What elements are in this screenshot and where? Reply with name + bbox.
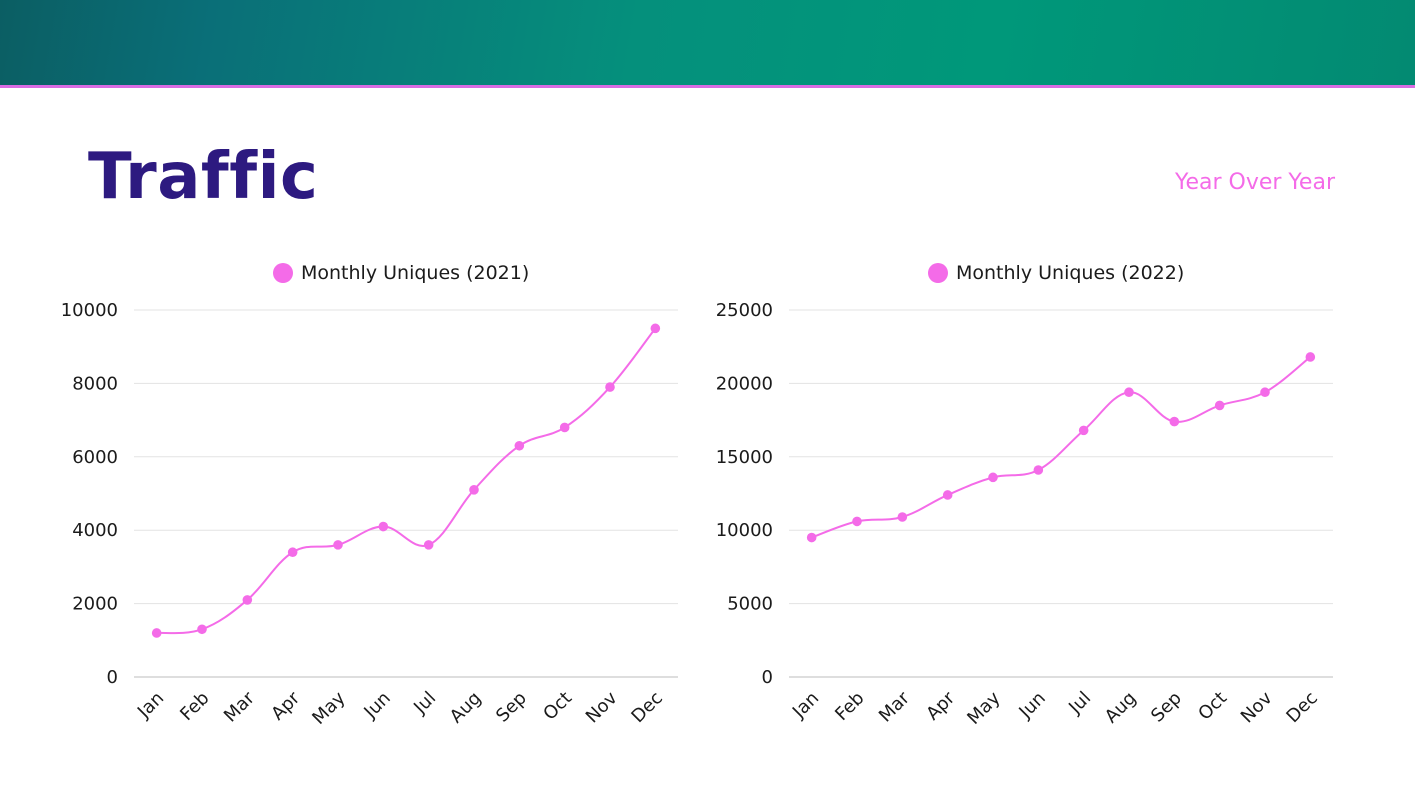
data-point: [1124, 387, 1134, 398]
y-tick-label: 10000: [61, 300, 118, 321]
x-tick-label: Sep: [1147, 688, 1186, 727]
data-point: [1169, 416, 1180, 427]
x-tick-label: Sep: [492, 688, 531, 727]
data-point: [378, 521, 389, 532]
header-divider: [0, 85, 1415, 88]
y-tick-label: 2000: [72, 594, 118, 615]
x-tick-label: May: [308, 687, 349, 728]
legend-label: Monthly Uniques (2022): [956, 262, 1184, 284]
data-point: [942, 490, 953, 500]
page-title: Traffic: [88, 140, 319, 214]
chart-2022: Monthly Uniques (2022) 0 5000 10000 15000 200…: [716, 262, 1333, 729]
y-tick-label: 6000: [72, 447, 118, 468]
x-tick-label: Aug: [446, 688, 486, 728]
data-point: [1078, 425, 1089, 436]
data-point: [852, 516, 862, 527]
data-point: [559, 422, 570, 433]
x-tick-label: Nov: [582, 687, 622, 727]
chart-2021: Monthly Uniques (2021) 0 2000 4000 6000 8000 1…: [61, 262, 678, 729]
data-point: [423, 540, 434, 550]
x-tick-label: Jul: [1064, 688, 1095, 719]
x-tick-label: Dec: [1282, 688, 1321, 727]
data-point: [1214, 400, 1225, 411]
data-point: [514, 440, 525, 451]
x-tick-label: Jul: [409, 688, 440, 719]
data-point: [988, 472, 998, 483]
data-point: [605, 382, 615, 392]
y-tick-label: 0: [107, 667, 118, 688]
x-tick-label: Aug: [1101, 688, 1141, 728]
series-line: [156, 327, 657, 635]
page-subtitle: Year Over Year: [1174, 170, 1335, 195]
series-line: [811, 356, 1311, 539]
x-tick-label: Apr: [922, 687, 959, 724]
y-tick-label: 20000: [716, 373, 773, 394]
y-tick-label: 0: [762, 667, 773, 688]
x-tick-label: Jun: [1014, 688, 1049, 723]
data-point: [287, 547, 298, 558]
data-point: [1033, 465, 1044, 475]
legend: Monthly Uniques (2022): [928, 262, 1184, 284]
data-point: [333, 540, 343, 550]
y-tick-label: 15000: [716, 447, 773, 468]
x-tick-label: Apr: [267, 687, 304, 724]
data-point: [897, 512, 908, 522]
y-tick-label: 4000: [72, 520, 118, 541]
legend: Monthly Uniques (2021): [273, 262, 529, 284]
x-tick-label: Jan: [788, 688, 823, 723]
data-point: [1305, 352, 1316, 362]
legend-marker: [273, 263, 293, 283]
data-point: [806, 532, 817, 543]
data-point: [1260, 387, 1270, 398]
y-tick-label: 8000: [72, 373, 118, 394]
data-point: [197, 624, 207, 635]
data-point: [650, 323, 661, 334]
x-tick-label: Feb: [176, 688, 213, 725]
y-tick-label: 25000: [716, 300, 773, 321]
x-tick-label: Oct: [539, 688, 576, 725]
x-tick-label: Mar: [220, 687, 259, 726]
x-tick-label: Jun: [359, 688, 394, 723]
data-point: [242, 595, 253, 605]
data-point: [469, 485, 479, 495]
x-tick-label: Mar: [875, 687, 914, 726]
y-tick-label: 5000: [727, 594, 773, 615]
x-tick-label: Dec: [627, 688, 666, 727]
x-tick-label: Feb: [831, 688, 868, 725]
y-tick-label: 10000: [716, 520, 773, 541]
x-tick-label: Jan: [133, 688, 168, 723]
x-tick-label: May: [963, 687, 1004, 728]
data-point: [151, 628, 162, 638]
legend-marker: [928, 263, 948, 283]
x-tick-label: Oct: [1194, 688, 1231, 725]
x-tick-label: Nov: [1237, 687, 1277, 727]
header-banner: [0, 0, 1415, 85]
legend-label: Monthly Uniques (2021): [301, 262, 529, 284]
